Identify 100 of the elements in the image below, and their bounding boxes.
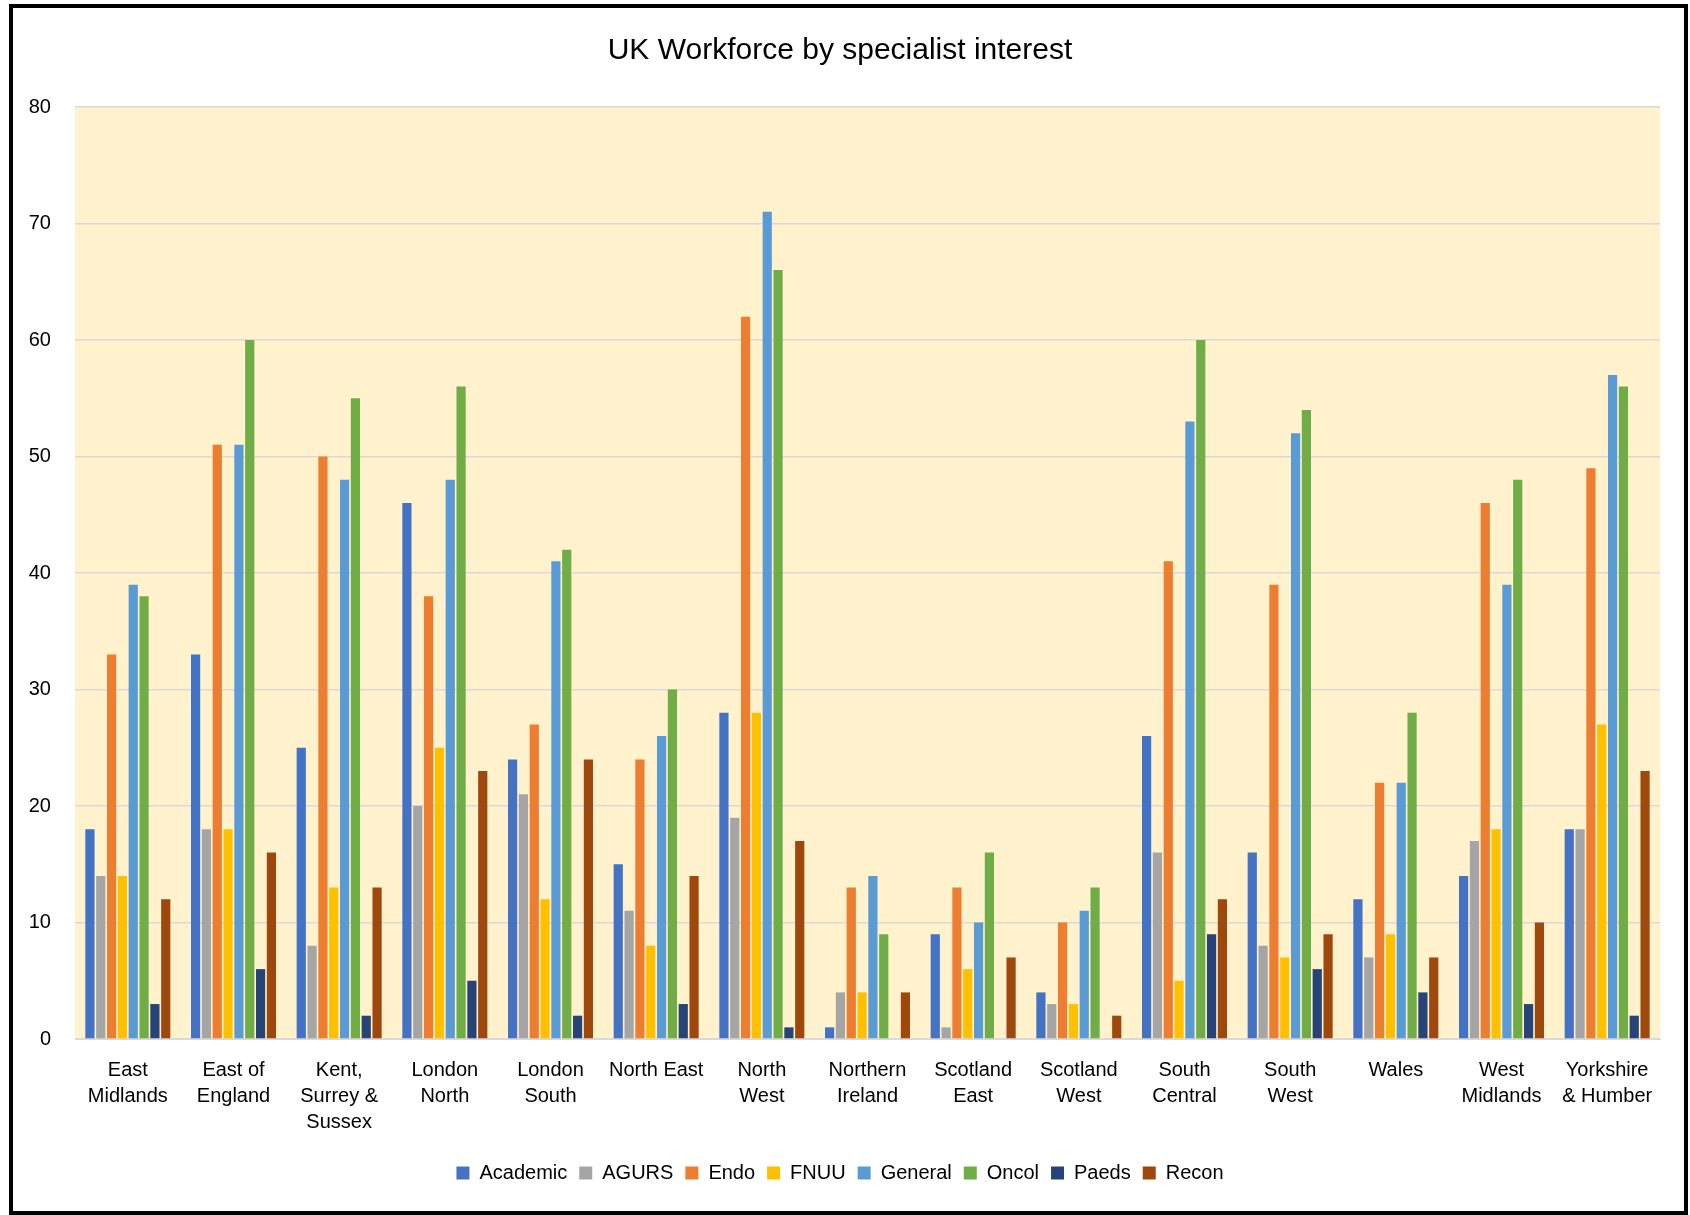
bar <box>128 584 138 1039</box>
bar <box>201 829 212 1039</box>
bar <box>402 503 412 1039</box>
bar <box>296 747 306 1039</box>
bar <box>307 945 317 1039</box>
bar <box>456 386 466 1039</box>
x-tick-label: West Midlands <box>1461 1057 1542 1106</box>
x-tick-label: Northern Ireland <box>828 1057 907 1106</box>
bar <box>1513 479 1523 1039</box>
x-tick-label: Scotland East <box>934 1057 1013 1106</box>
x-tick-label: Wales <box>1368 1057 1424 1080</box>
y-tick-label: 50 <box>28 444 51 467</box>
bar <box>678 1004 688 1039</box>
bar <box>540 899 550 1039</box>
bar <box>1491 829 1501 1039</box>
bar <box>1217 899 1228 1039</box>
bar <box>1502 584 1512 1039</box>
bar <box>1141 736 1152 1039</box>
bar <box>255 969 266 1039</box>
bar <box>667 689 678 1039</box>
bar <box>1480 503 1490 1039</box>
y-tick-label: 10 <box>28 910 51 933</box>
x-tick-label: South Central <box>1152 1057 1217 1106</box>
bar <box>245 340 255 1039</box>
x-tick-label: Scotland West <box>1039 1057 1118 1106</box>
legend-label: AGURS <box>602 1160 674 1183</box>
x-tick-label: London South <box>517 1057 584 1106</box>
bar <box>1174 980 1184 1039</box>
bar <box>879 934 889 1039</box>
bar <box>1269 584 1279 1039</box>
bar <box>467 980 477 1039</box>
bar <box>551 561 561 1039</box>
bar <box>1523 1004 1534 1039</box>
bar <box>719 712 729 1039</box>
bar <box>824 1027 835 1039</box>
bar <box>266 852 277 1039</box>
bar <box>234 444 244 1039</box>
bar <box>413 806 423 1039</box>
legend-label: FNUU <box>790 1160 846 1183</box>
bar <box>1312 969 1322 1039</box>
bar <box>117 875 128 1039</box>
x-tick-label: North East <box>608 1057 704 1080</box>
bar <box>1429 957 1439 1039</box>
bar <box>1469 840 1480 1039</box>
legend-label: Academic <box>479 1160 568 1183</box>
bar <box>1407 712 1417 1039</box>
bar <box>1152 852 1163 1039</box>
bar <box>1247 852 1257 1039</box>
bar <box>445 479 455 1039</box>
bar <box>835 992 846 1039</box>
bar <box>941 1027 951 1039</box>
bar <box>1385 934 1396 1039</box>
bar <box>139 596 149 1039</box>
bar <box>423 596 434 1039</box>
bar <box>434 747 445 1039</box>
bar <box>1163 561 1173 1039</box>
bar <box>1006 957 1016 1039</box>
bar <box>730 817 740 1039</box>
x-tick-label: East Midlands <box>87 1057 168 1106</box>
bar <box>795 840 805 1039</box>
bar <box>212 444 222 1039</box>
bar <box>1090 887 1100 1039</box>
bar <box>1586 468 1596 1039</box>
bar <box>190 654 201 1039</box>
bar <box>1607 374 1618 1039</box>
bar <box>762 211 772 1039</box>
bar <box>1196 340 1206 1039</box>
bar <box>900 992 911 1039</box>
y-tick-label: 30 <box>28 677 51 700</box>
bar <box>1047 1004 1057 1039</box>
bar <box>1458 875 1469 1039</box>
bar <box>106 654 117 1039</box>
bar <box>562 549 572 1039</box>
bar <box>318 456 328 1039</box>
y-tick-label: 0 <box>39 1026 51 1049</box>
bar <box>1079 910 1089 1039</box>
bar <box>507 759 518 1039</box>
y-tick-label: 20 <box>28 793 51 816</box>
x-tick-label: South West <box>1264 1057 1317 1106</box>
bar <box>656 736 667 1039</box>
bar <box>740 316 751 1039</box>
bar <box>857 992 867 1039</box>
bar <box>1364 957 1374 1039</box>
bar <box>361 1015 371 1039</box>
bar <box>85 829 95 1039</box>
y-tick-label: 60 <box>28 327 51 350</box>
legend-label: Oncol <box>986 1160 1040 1183</box>
bar <box>161 899 171 1039</box>
bar <box>773 270 783 1039</box>
bar <box>1597 724 1607 1039</box>
bar <box>339 479 350 1039</box>
bar <box>646 945 656 1039</box>
bar <box>1353 899 1363 1039</box>
bar <box>784 1027 794 1039</box>
bar <box>478 771 488 1039</box>
bar <box>613 864 623 1039</box>
bar <box>963 969 973 1039</box>
bar <box>1068 1004 1079 1039</box>
bar <box>868 875 878 1039</box>
bar <box>1036 992 1046 1039</box>
